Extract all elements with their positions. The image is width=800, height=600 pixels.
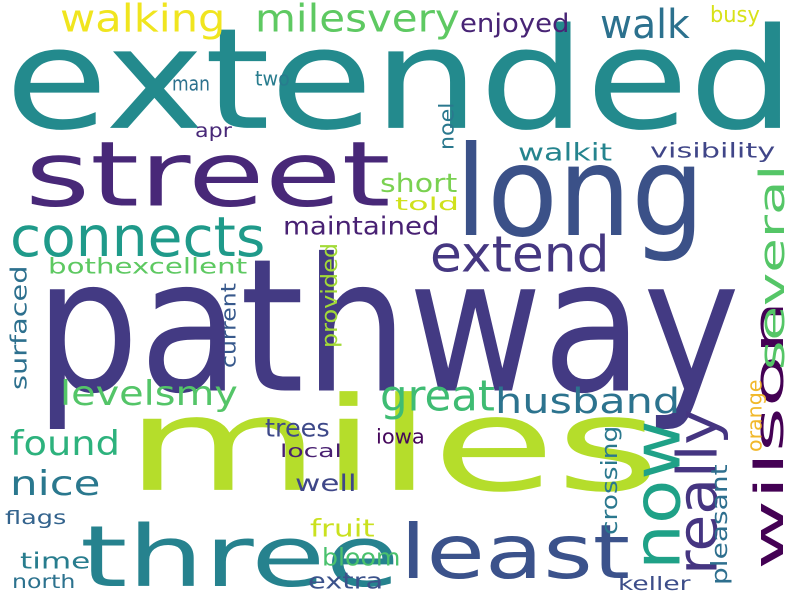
word: north [12, 570, 76, 594]
word: extended [5, 0, 796, 162]
word: connects [10, 205, 266, 270]
word: apr [195, 119, 232, 143]
word: keller [618, 572, 691, 596]
word: maintained [283, 212, 440, 242]
word: two [255, 67, 290, 92]
word: provided [317, 242, 344, 348]
word: extra [308, 567, 384, 595]
word: trees [265, 414, 330, 444]
word: pleasant [707, 464, 734, 585]
word: pathway [35, 219, 741, 435]
word: several [751, 164, 793, 370]
word: fruit [310, 515, 375, 544]
word: miles [125, 369, 661, 521]
word: enjoyed [460, 9, 570, 40]
word: three [80, 508, 400, 600]
word: husband [495, 381, 681, 423]
word: walkit [518, 139, 613, 168]
word: levelsmy [60, 374, 238, 415]
word: great [380, 371, 495, 422]
word: found [10, 424, 120, 465]
word: street [25, 121, 391, 228]
word: milesvery [255, 0, 460, 42]
word: least [400, 508, 631, 597]
word: busy [710, 2, 760, 29]
word: local [280, 441, 342, 462]
word: man [172, 72, 210, 97]
word: bloom [322, 544, 401, 573]
word: walking [60, 0, 226, 42]
word: time [20, 547, 91, 575]
word: nice [10, 464, 101, 505]
word: bothexcellent [48, 254, 248, 280]
word: short [380, 169, 458, 200]
word: well [295, 470, 357, 498]
word: orange [742, 379, 767, 452]
word: visibility [650, 139, 776, 164]
word: extend [430, 225, 610, 284]
word: told [395, 194, 460, 215]
word: flags [5, 506, 67, 530]
word: long [455, 118, 705, 265]
word: iowa [376, 425, 425, 450]
word: surfaced [5, 265, 33, 390]
word: crossing [597, 425, 624, 535]
word: noel [435, 102, 460, 150]
word: walk [600, 1, 690, 49]
word: current [217, 283, 242, 368]
